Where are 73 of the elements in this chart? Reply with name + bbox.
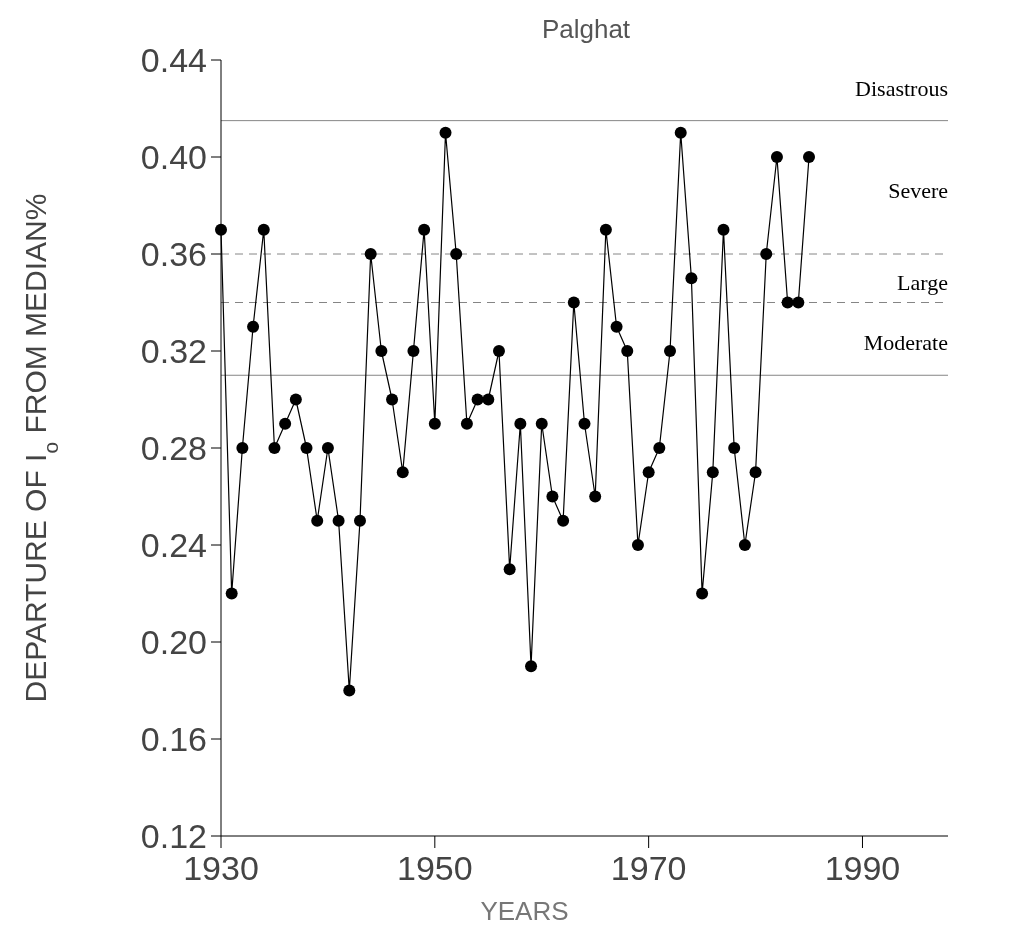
point: [418, 223, 431, 236]
point: [685, 272, 698, 285]
y-tick-label: 0.40: [140, 137, 207, 176]
annotation: Moderate: [863, 330, 948, 355]
point: [589, 490, 602, 503]
point: [321, 442, 334, 454]
y-tick-label: 0.20: [140, 622, 207, 661]
point: [653, 442, 666, 454]
annotation: Disastrous: [855, 76, 948, 101]
point: [492, 345, 505, 357]
point: [279, 417, 292, 430]
point: [428, 417, 441, 430]
point: [450, 248, 463, 260]
point: [439, 126, 452, 139]
point: [749, 466, 762, 479]
x-tick-label: 1950: [397, 849, 473, 887]
point: [578, 417, 591, 430]
point: [332, 514, 345, 527]
y-tick-label: 0.44: [140, 40, 207, 79]
point: [268, 442, 281, 454]
point: [364, 248, 377, 260]
point: [396, 466, 409, 479]
y-tick-label: 0.32: [140, 331, 207, 370]
point: [386, 393, 399, 406]
point: [289, 393, 302, 406]
point: [514, 417, 527, 430]
point: [471, 393, 484, 406]
y-tick-label: 0.36: [140, 234, 207, 273]
point: [247, 320, 260, 333]
x-tick-label: 1970: [610, 849, 687, 887]
point: [567, 296, 580, 309]
point: [674, 126, 687, 139]
point: [599, 223, 612, 236]
point: [610, 320, 623, 333]
point: [642, 466, 655, 479]
point: [781, 296, 794, 309]
chart-title: Palghat: [541, 14, 631, 44]
point: [546, 490, 559, 503]
y-tick-label: 0.16: [140, 719, 207, 758]
point: [738, 539, 751, 551]
point: [215, 223, 227, 236]
point: [460, 417, 473, 430]
point: [792, 296, 805, 309]
point: [525, 660, 538, 673]
point: [343, 684, 356, 697]
point: [706, 466, 719, 479]
point: [353, 514, 366, 527]
annotation: Severe: [888, 178, 948, 203]
point: [375, 345, 388, 357]
y-tick-label: 0.24: [140, 525, 207, 564]
point: [760, 248, 773, 260]
x-axis-title: YEARS: [480, 896, 569, 926]
annotation: Large: [897, 270, 948, 295]
point: [621, 345, 634, 357]
point: [257, 223, 270, 236]
point: [535, 417, 548, 430]
point: [300, 442, 313, 454]
point: [225, 587, 238, 600]
point: [236, 442, 249, 454]
point: [482, 393, 495, 406]
point: [770, 151, 783, 163]
point: [311, 514, 324, 527]
point: [717, 223, 730, 236]
point: [407, 345, 420, 357]
point: [503, 563, 516, 576]
point: [803, 151, 816, 163]
point: [728, 442, 741, 454]
point: [557, 514, 570, 527]
point: [696, 587, 709, 600]
y-tick-label: 0.28: [140, 428, 207, 467]
x-tick-label: 1990: [824, 849, 901, 887]
point: [631, 539, 644, 551]
point: [664, 345, 677, 357]
